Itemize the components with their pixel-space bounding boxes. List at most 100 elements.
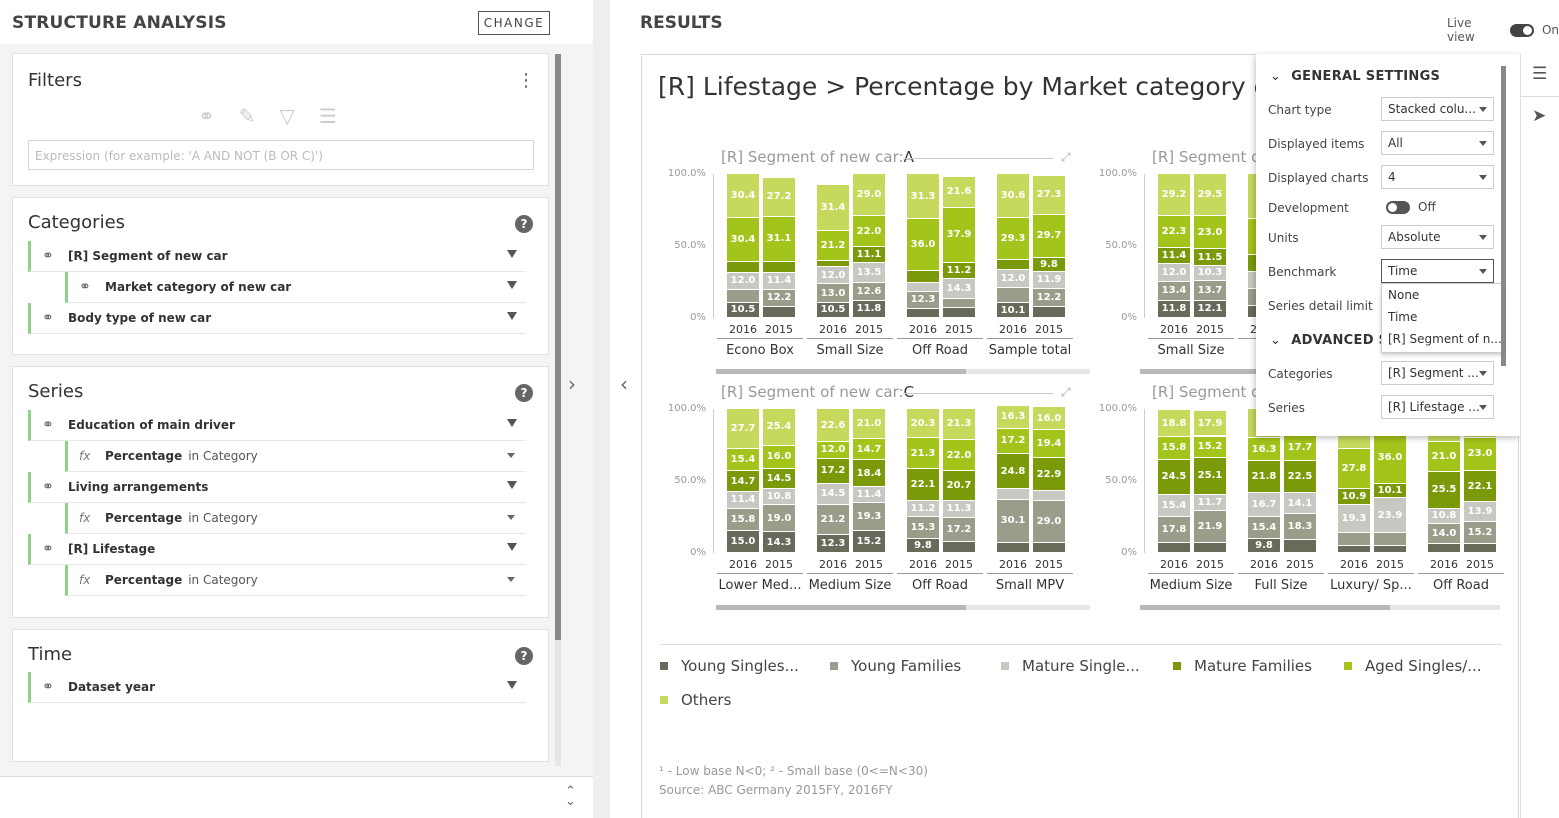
bar-segment[interactable]: 11.3 <box>943 501 975 518</box>
series-row[interactable]: ⚭ Education of main driver <box>28 410 526 441</box>
bar-segment[interactable]: 12.0 <box>997 270 1029 288</box>
chart-type-select[interactable]: Stacked colu... <box>1381 97 1494 121</box>
bar-segment[interactable]: 15.2 <box>1194 436 1226 459</box>
chevron-down-icon[interactable] <box>507 515 515 520</box>
funnel-icon[interactable]: ▽ <box>279 104 295 128</box>
bar-segment[interactable]: 12.3 <box>907 291 939 310</box>
bar-segment[interactable] <box>997 260 1029 271</box>
bar-segment[interactable]: 25.1 <box>1194 458 1226 495</box>
bar-segment[interactable]: 15.8 <box>1158 437 1190 460</box>
bar-segment[interactable]: 19.0 <box>763 505 795 533</box>
bar-segment[interactable] <box>763 261 795 274</box>
bar-segment[interactable]: 12.0 <box>727 272 759 290</box>
category-row[interactable]: ⚭ Body type of new car <box>28 303 526 334</box>
legend-item[interactable]: Others <box>660 691 731 709</box>
bar-segment[interactable]: 21.9 <box>1194 511 1226 543</box>
live-view-toggle[interactable]: Live view On <box>1447 16 1559 44</box>
bar-segment[interactable]: 29.0 <box>1033 501 1065 543</box>
bar-segment[interactable]: 12.6 <box>853 282 885 301</box>
bar-segment[interactable]: 11.8 <box>1158 301 1190 318</box>
bar-segment[interactable]: 11.5 <box>1194 249 1226 266</box>
bar-segment[interactable] <box>997 542 1029 553</box>
bar-segment[interactable]: 14.0 <box>1428 524 1460 545</box>
bar-segment[interactable]: 9.8 <box>907 538 939 553</box>
bar-segment[interactable]: 11.7 <box>1194 494 1226 512</box>
bar-segment[interactable] <box>1033 542 1065 553</box>
bar-segment[interactable]: 21.3 <box>943 409 975 440</box>
bar-segment[interactable]: 14.7 <box>727 471 759 493</box>
bar-segment[interactable]: 22.3 <box>1158 215 1190 248</box>
change-button[interactable]: CHANGE <box>478 11 550 35</box>
series-row[interactable]: ⚭ Living arrangements <box>28 472 526 503</box>
toggle-switch[interactable] <box>1386 200 1410 214</box>
bar-segment[interactable]: 25.5 <box>1428 471 1460 509</box>
bar-segment[interactable]: 27.3 <box>1033 175 1065 216</box>
bar-segment[interactable]: 12.1 <box>1194 300 1226 318</box>
bar-segment[interactable]: 13.4 <box>1158 281 1190 301</box>
filter-icon[interactable] <box>507 281 517 289</box>
bar-segment[interactable] <box>1374 545 1406 553</box>
bar-segment[interactable]: 11.2 <box>907 500 939 517</box>
help-icon[interactable]: ? <box>515 384 533 402</box>
expand-icon[interactable]: ⤢ <box>1061 385 1071 399</box>
scrollbar-thumb[interactable] <box>555 54 561 640</box>
bar-segment[interactable]: 15.3 <box>907 516 939 539</box>
bar-segment[interactable] <box>943 307 975 318</box>
bar-segment[interactable]: 11.1 <box>853 247 885 264</box>
bar-segment[interactable]: 22.0 <box>943 439 975 472</box>
bar-segment[interactable] <box>1338 532 1370 546</box>
measure-row[interactable]: fx Percentage in Category <box>65 503 526 534</box>
bar-segment[interactable]: 17.9 <box>1194 410 1226 437</box>
bar-segment[interactable]: 10.5 <box>817 302 849 318</box>
bar-segment[interactable] <box>1194 542 1226 553</box>
bar-segment[interactable]: 11.2 <box>943 262 975 279</box>
bar-segment[interactable] <box>1374 532 1406 546</box>
bar-segment[interactable] <box>907 270 939 283</box>
bar-segment[interactable]: 30.6 <box>997 174 1029 219</box>
general-settings-heading[interactable]: ⌄ GENERAL SETTINGS <box>1270 69 1441 84</box>
bar-segment[interactable] <box>1338 545 1370 553</box>
bar-segment[interactable] <box>1033 306 1065 318</box>
bar-segment[interactable]: 11.4 <box>727 492 759 509</box>
help-icon[interactable]: ? <box>515 215 533 233</box>
chevron-left-icon[interactable]: ‹ <box>620 372 628 396</box>
bar-segment[interactable]: 18.4 <box>853 460 885 487</box>
toggle-switch[interactable] <box>1510 23 1534 37</box>
legend-item[interactable]: Mature Families <box>1173 657 1312 675</box>
bar-segment[interactable] <box>907 283 939 292</box>
bar-segment[interactable] <box>817 261 849 267</box>
legend-item[interactable]: Young Families <box>830 657 961 675</box>
bar-segment[interactable] <box>763 307 795 318</box>
bar-segment[interactable]: 15.4 <box>727 448 759 472</box>
series-row[interactable]: ⚭ [R] Lifestage <box>28 534 526 565</box>
bar-segment[interactable]: 23.0 <box>1194 216 1226 250</box>
bar-segment[interactable]: 22.6 <box>817 409 849 442</box>
expand-collapse-icon[interactable]: ⌃ ⌄ <box>565 784 576 809</box>
measure-row[interactable]: fx Percentage in Category <box>65 441 526 472</box>
venn-icon[interactable]: ⚭ <box>198 104 215 128</box>
bar-segment[interactable]: 10.3 <box>1194 266 1226 281</box>
bar-segment[interactable]: 21.6 <box>943 176 975 208</box>
bar-segment[interactable]: 10.1 <box>997 303 1029 318</box>
measure-row[interactable]: fx Percentage in Category <box>65 565 526 596</box>
bar-segment[interactable]: 31.4 <box>817 185 849 231</box>
bar-segment[interactable]: 15.2 <box>853 531 885 553</box>
bar-segment[interactable]: 27.8 <box>1338 449 1370 490</box>
bar-segment[interactable]: 12.0 <box>817 266 849 285</box>
legend-item[interactable]: Young Singles... <box>660 657 799 675</box>
displayed-items-select[interactable]: All <box>1381 131 1494 155</box>
bar-segment[interactable]: 23.0 <box>1464 437 1496 471</box>
bar-segment[interactable]: 10.8 <box>1428 508 1460 525</box>
settings-scrollbar[interactable] <box>1501 66 1506 366</box>
bar-segment[interactable]: 15.8 <box>727 508 759 532</box>
bar-segment[interactable]: 14.5 <box>817 483 849 505</box>
bar-segment[interactable]: 30.4 <box>727 217 759 262</box>
bar-segment[interactable]: 29.0 <box>853 174 885 216</box>
bar-segment[interactable]: 10.1 <box>1374 483 1406 499</box>
bar-segment[interactable] <box>1158 542 1190 553</box>
bar-segment[interactable]: 27.2 <box>763 177 795 217</box>
bar-segment[interactable]: 14.1 <box>1284 493 1316 514</box>
bar-segment[interactable]: 11.4 <box>1158 248 1190 265</box>
more-options-icon[interactable]: ⋮ <box>517 70 535 91</box>
bar-segment[interactable]: 10.9 <box>1338 489 1370 506</box>
